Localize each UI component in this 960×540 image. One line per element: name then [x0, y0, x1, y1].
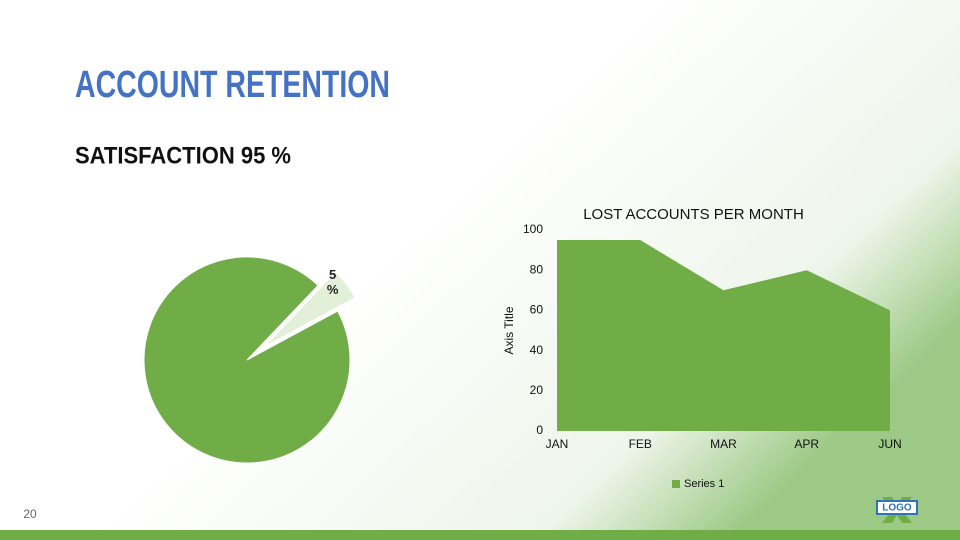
- x-tick-label: MAR: [710, 437, 737, 451]
- data-label: 5%: [327, 268, 339, 298]
- logo-box: [876, 500, 918, 515]
- y-tick-label: 60: [530, 303, 544, 317]
- pie-slice: [264, 271, 356, 348]
- y-tick-label: 0: [536, 423, 543, 437]
- x-tick-label: APR: [794, 437, 819, 451]
- subtitle: SATISFACTION 95 %: [75, 142, 291, 169]
- legend-swatch: [672, 480, 680, 488]
- y-tick-label: 20: [530, 383, 544, 397]
- x-tick-label: JAN: [546, 437, 569, 451]
- x-tick-label: FEB: [629, 437, 652, 451]
- logo: LOGO: [876, 497, 918, 523]
- logo-text: LOGO: [882, 503, 912, 514]
- page-number: 20: [23, 507, 37, 521]
- y-tick-label: 80: [530, 262, 544, 276]
- y-tick-label: 40: [530, 343, 544, 357]
- area: [557, 240, 890, 431]
- y-tick-label: 100: [523, 222, 543, 236]
- slide-title: ACCOUNT RETENTION: [75, 64, 390, 106]
- x-tick-label: JUN: [878, 437, 901, 451]
- chart-title: LOST ACCOUNTS PER MONTH: [583, 206, 804, 223]
- legend-label: Series 1: [684, 478, 724, 490]
- y-axis-title: Axis Title: [502, 306, 516, 354]
- pie-slice: [143, 256, 351, 464]
- footer-bar: [0, 530, 960, 540]
